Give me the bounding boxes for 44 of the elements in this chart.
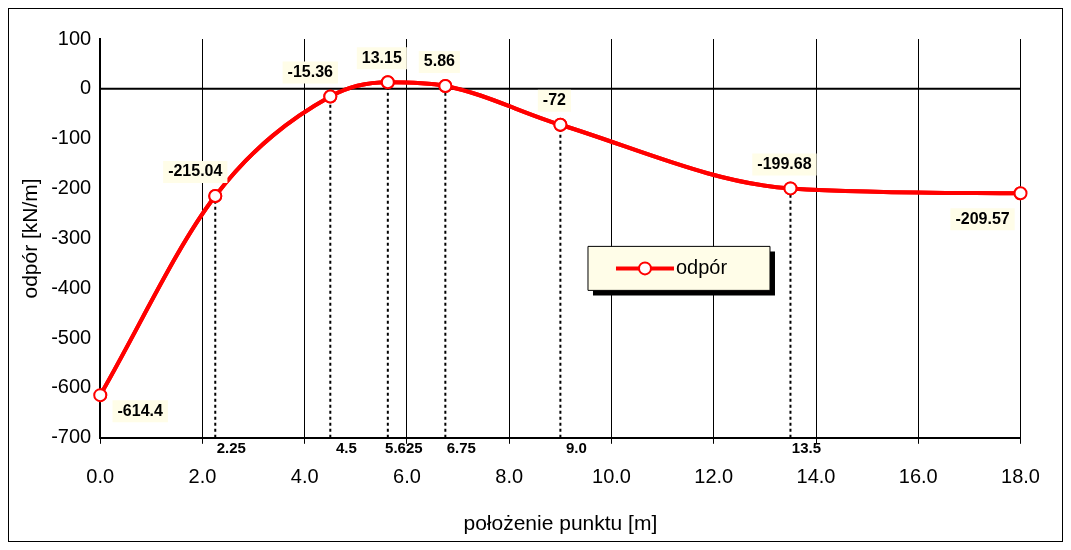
- data-label: 13.15: [361, 48, 402, 66]
- data-label: -72: [542, 91, 567, 109]
- x-tick-label: 14.0: [796, 465, 836, 488]
- data-label: 5.86: [423, 52, 456, 70]
- y-tick-label: 100: [57, 26, 92, 49]
- x-tick-label: 6.0: [393, 465, 421, 488]
- x-axis-title: położenie punktu [m]: [463, 511, 658, 535]
- data-label: -215.04: [168, 162, 223, 180]
- ref-line-label: 5.625: [385, 439, 423, 457]
- y-tick-label: -700: [51, 425, 92, 448]
- x-tick-label: 10.0: [592, 465, 631, 488]
- y-tick-label: 0: [80, 76, 92, 99]
- point: [208, 189, 223, 204]
- y-axis-title: odpór [kN/m]: [18, 178, 42, 299]
- y-tick-label: -400: [51, 275, 92, 298]
- y-tick-label: -100: [51, 126, 92, 149]
- ref-line-label: 9.0: [565, 439, 587, 457]
- point: [93, 388, 108, 403]
- x-tick-label: 12.0: [694, 465, 734, 488]
- point: [323, 89, 338, 104]
- data-label: -15.36: [287, 62, 334, 80]
- x-tick-label: 8.0: [495, 465, 524, 488]
- legend-label: odpór: [675, 255, 728, 278]
- ref-line-label: 2.25: [216, 439, 246, 457]
- point: [380, 75, 395, 90]
- ref-line-label: 13.5: [791, 439, 822, 457]
- ref-line-label: 4.5: [335, 439, 357, 457]
- x-tick-label: 0.0: [86, 465, 115, 488]
- y-tick-label: -500: [51, 325, 92, 348]
- ref-line-label: 6.75: [446, 439, 476, 457]
- x-tick-label: 2.0: [188, 465, 217, 488]
- y-tick-label: -200: [51, 176, 92, 199]
- data-label: -614.4: [117, 401, 164, 419]
- y-tick-label: -600: [51, 375, 92, 398]
- data-label: -209.57: [955, 209, 1010, 227]
- x-tick-label: 4.0: [290, 465, 319, 488]
- x-tick-label: 16.0: [898, 465, 938, 488]
- y-tick-label: -300: [51, 225, 92, 248]
- point: [438, 78, 453, 93]
- data-label: -199.68: [757, 154, 812, 172]
- point: [1013, 186, 1028, 201]
- point: [553, 117, 568, 132]
- point: [783, 181, 798, 196]
- x-tick-label: 18.0: [1001, 465, 1041, 488]
